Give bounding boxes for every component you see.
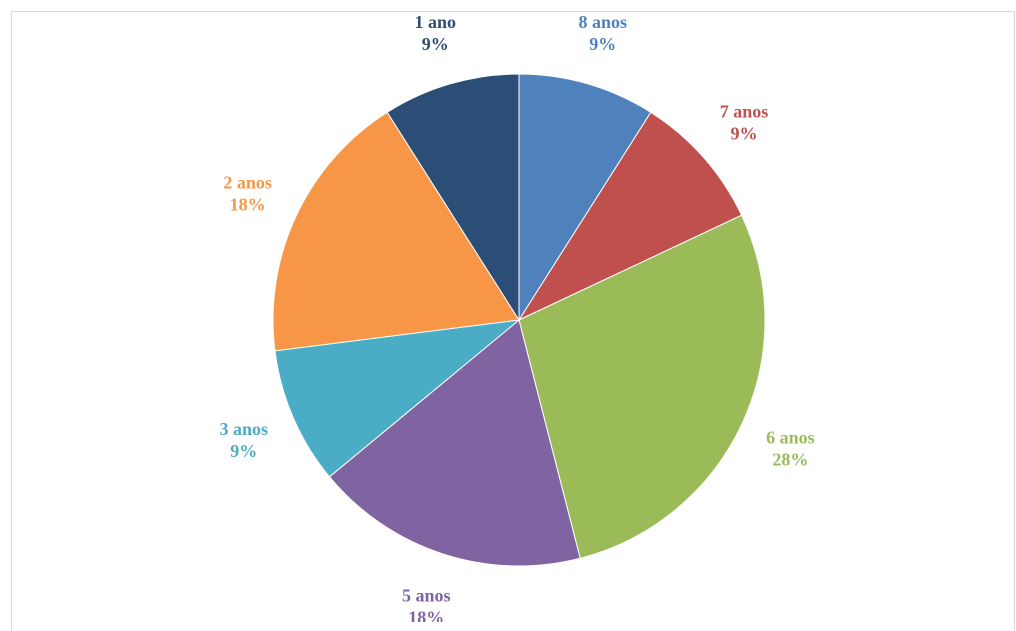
pie-slice-5-anos (328, 319, 581, 567)
slice-label-name: 2 anos (223, 172, 272, 192)
slice-label-percent: 28% (772, 450, 808, 470)
pie-slice-7-anos (517, 111, 743, 322)
slice-label-name: 1 ano (415, 12, 457, 32)
pie-slice-2-anos (272, 111, 520, 352)
pie-slice-1-ano (386, 73, 520, 322)
slice-label-1-ano: 1 ano 9% (415, 12, 457, 54)
pie-slices (272, 73, 766, 567)
slice-label-name: 5 anos (402, 585, 451, 605)
pie-slice-3-anos (274, 319, 521, 478)
slice-label-name: 8 anos (578, 12, 627, 32)
pie-slice-8-anos (518, 73, 652, 322)
slice-label-2-anos: 2 anos 18% (223, 172, 272, 214)
slice-label-name: 6 anos (766, 428, 815, 448)
slice-label-name: 7 anos (720, 102, 769, 122)
slice-label-3-anos: 3 anos 9% (219, 419, 268, 461)
slice-label-name: 3 anos (219, 419, 268, 439)
slice-label-percent: 18% (230, 194, 266, 214)
slice-label-percent: 18% (408, 607, 444, 622)
slice-label-percent: 9% (230, 441, 257, 461)
slice-label-5-anos: 5 anos 18% (402, 585, 451, 622)
slice-label-percent: 9% (731, 124, 758, 144)
slice-label-percent: 9% (589, 34, 616, 54)
slice-label-percent: 9% (422, 34, 449, 54)
slice-label-7-anos: 7 anos 9% (720, 102, 769, 144)
chart-frame (11, 11, 1015, 631)
slice-label-8-anos: 8 anos 9% (578, 12, 627, 54)
pie-labels: 8 anos 9%7 anos 9%6 anos 28%5 anos 18%3 anos… (219, 12, 814, 622)
pie-slice-6-anos (518, 214, 766, 559)
slice-label-6-anos: 6 anos 28% (766, 428, 815, 470)
